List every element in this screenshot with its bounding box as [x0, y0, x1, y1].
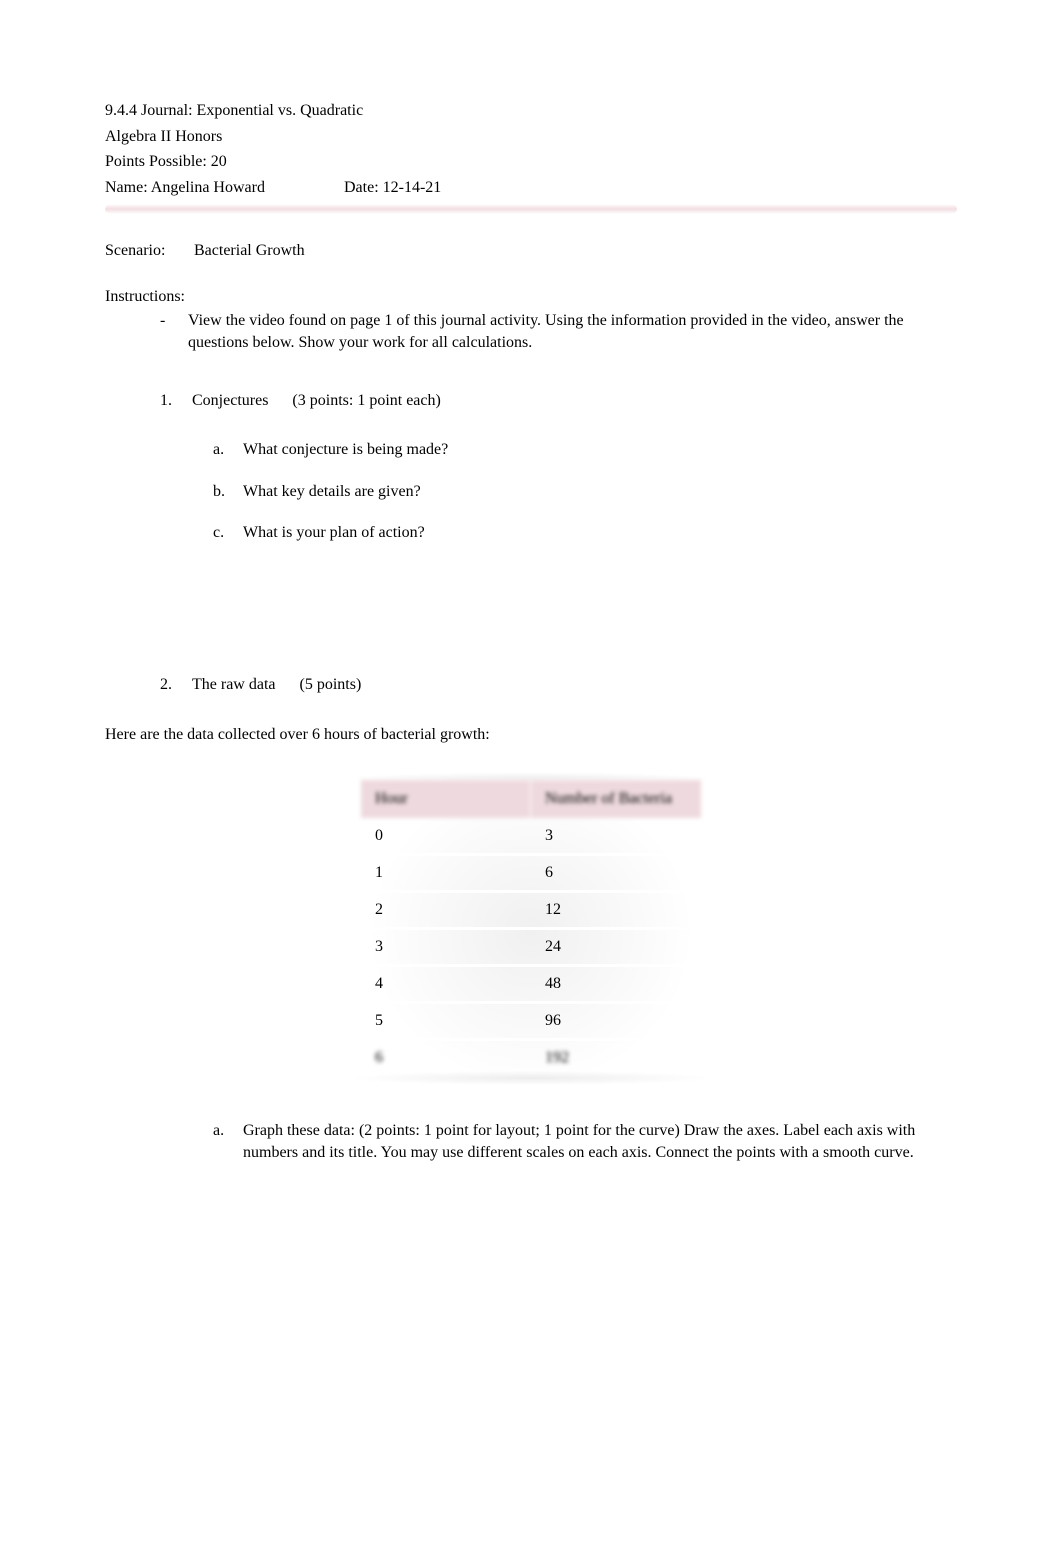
name-date-line: Name: Angelina Howard Date: 12-14-21	[105, 177, 957, 199]
table-row: 6192	[361, 1041, 701, 1078]
table-header-row: Hour Number of Bacteria	[361, 779, 701, 819]
cell-bacteria: 48	[531, 967, 701, 1004]
q1a-letter: a.	[213, 439, 243, 461]
q1c-text: What is your plan of action?	[243, 522, 957, 544]
scenario-value: Bacterial Growth	[194, 242, 305, 259]
cell-hour: 1	[361, 856, 531, 893]
q1c: c. What is your plan of action?	[105, 522, 957, 544]
q1-number: 1.	[160, 390, 192, 412]
instruction-text: View the video found on page 1 of this j…	[188, 310, 957, 353]
q1b-letter: b.	[213, 481, 243, 503]
q2a: a. Graph these data: (2 points: 1 point …	[105, 1120, 957, 1163]
worksheet-page: 9.4.4 Journal: Exponential vs. Quadratic…	[0, 0, 1062, 1243]
cell-hour: 6	[361, 1041, 531, 1078]
instruction-bullet: - View the video found on page 1 of this…	[105, 310, 957, 353]
table-row: 596	[361, 1004, 701, 1041]
cell-bacteria: 192	[531, 1041, 701, 1078]
course-name: Algebra II Honors	[105, 126, 957, 148]
cell-bacteria: 12	[531, 893, 701, 930]
student-name: Name: Angelina Howard	[105, 177, 340, 199]
instructions-label: Instructions:	[105, 288, 957, 306]
q1b: b. What key details are given?	[105, 481, 957, 503]
question-2: 2. The raw data (5 points)	[105, 674, 957, 696]
instructions-list: - View the video found on page 1 of this…	[105, 310, 957, 353]
col-bacteria: Number of Bacteria	[531, 779, 701, 819]
q1b-text: What key details are given?	[243, 481, 957, 503]
bacteria-table: Hour Number of Bacteria 0316212324448596…	[361, 779, 701, 1078]
cell-bacteria: 3	[531, 819, 701, 856]
cell-hour: 2	[361, 893, 531, 930]
table-row: 324	[361, 930, 701, 967]
table-row: 03	[361, 819, 701, 856]
cell-hour: 5	[361, 1004, 531, 1041]
table-row: 212	[361, 893, 701, 930]
scenario-line: Scenario: Bacterial Growth	[105, 242, 957, 260]
cell-bacteria: 96	[531, 1004, 701, 1041]
q1-subquestions: a. What conjecture is being made? b. Wha…	[105, 439, 957, 544]
q1-points: (3 points: 1 point each)	[292, 392, 440, 409]
question-list: 1. Conjectures (3 points: 1 point each) a…	[105, 390, 957, 696]
divider-bar	[105, 204, 957, 214]
question-1: 1. Conjectures (3 points: 1 point each)	[105, 390, 957, 412]
scenario-label: Scenario:	[105, 242, 190, 260]
q2a-letter: a.	[213, 1120, 243, 1163]
table-row: 448	[361, 967, 701, 1004]
table-body: 03162123244485966192	[361, 819, 701, 1078]
cell-bacteria: 24	[531, 930, 701, 967]
q1a: a. What conjecture is being made?	[105, 439, 957, 461]
col-hour: Hour	[361, 779, 531, 819]
q2-points: (5 points)	[300, 676, 362, 693]
table-row: 16	[361, 856, 701, 893]
q1-title: Conjectures	[192, 392, 268, 409]
cell-hour: 3	[361, 930, 531, 967]
journal-title: 9.4.4 Journal: Exponential vs. Quadratic	[105, 100, 957, 122]
cell-bacteria: 6	[531, 856, 701, 893]
cell-hour: 0	[361, 819, 531, 856]
q2-title: The raw data	[192, 676, 276, 693]
cell-hour: 4	[361, 967, 531, 1004]
data-intro: Here are the data collected over 6 hours…	[105, 724, 957, 746]
q1c-letter: c.	[213, 522, 243, 544]
date: Date: 12-14-21	[344, 179, 441, 196]
q1a-text: What conjecture is being made?	[243, 439, 957, 461]
q2a-text: Graph these data: (2 points: 1 point for…	[243, 1120, 957, 1163]
dash-icon: -	[160, 310, 188, 353]
points-possible: Points Possible: 20	[105, 151, 957, 173]
data-table-wrap: Hour Number of Bacteria 0316212324448596…	[105, 773, 957, 1092]
q2-number: 2.	[160, 674, 192, 696]
